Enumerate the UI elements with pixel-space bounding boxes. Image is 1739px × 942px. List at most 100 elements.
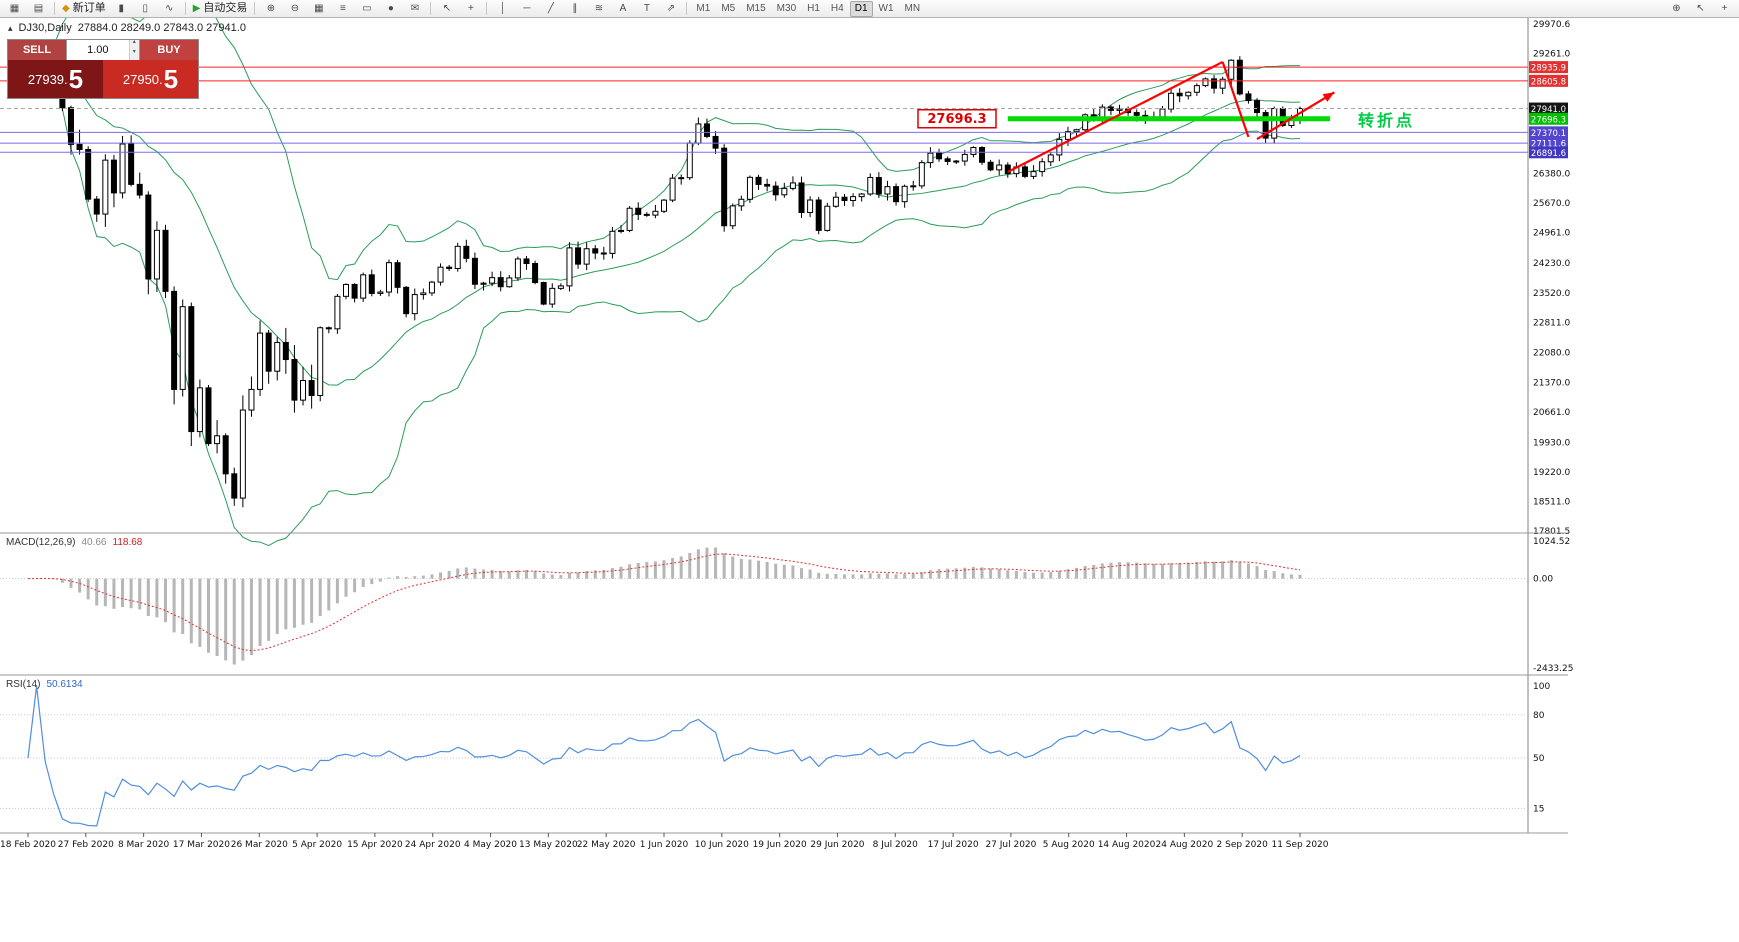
date-axis[interactable]: 18 Feb 2020 27 Feb 2020 8 Mar 2020 17 Mar 2… (0, 833, 1329, 850)
volume-increase-button[interactable]: ▴ (129, 39, 139, 50)
chart-profiles-icon: ▤ (33, 2, 44, 14)
volume-decrease-button[interactable]: ▾ (129, 49, 139, 60)
rsi-pane: 100 80 50 15 (0, 682, 1550, 827)
add-button[interactable]: + (1713, 0, 1736, 17)
zoom-in-button[interactable]: ⊕ (259, 0, 282, 17)
volume-spinner: ▴ ▾ (128, 39, 139, 60)
chart-candles-button[interactable]: ▯ (134, 0, 157, 17)
text-button[interactable]: A (611, 0, 634, 17)
chart-line-button[interactable]: ∿ (158, 0, 181, 17)
indicator-list-button[interactable]: ≡ (331, 0, 354, 17)
text-label-button[interactable]: T (635, 0, 658, 17)
svg-text:80: 80 (1533, 711, 1545, 721)
timeframe-w1-button[interactable]: W1 (878, 3, 894, 14)
timeframe-m1-button[interactable]: M1 (696, 3, 711, 14)
svg-text:50: 50 (1533, 754, 1545, 764)
crosshair-button[interactable]: + (459, 0, 482, 17)
horizontal-line-button[interactable]: ─ (515, 0, 538, 17)
timeframe-mn-button[interactable]: MN (904, 3, 921, 14)
svg-text:1 Jun 2020: 1 Jun 2020 (640, 840, 689, 850)
zoom-in-icon: ⊕ (266, 2, 276, 14)
toolbar-right: ⊕ ↖ + (1665, 0, 1736, 17)
buy-price-display[interactable]: 27950. 5 (103, 60, 198, 98)
macd-value: 40.66 (81, 537, 107, 548)
svg-text:24 Apr 2020: 24 Apr 2020 (405, 840, 461, 850)
svg-text:27 Feb 2020: 27 Feb 2020 (58, 840, 114, 850)
chart-profiles-button[interactable]: ▤ (27, 0, 50, 17)
volume-input[interactable] (67, 40, 129, 60)
timeframe-m15-button[interactable]: M15 (746, 3, 766, 14)
svg-text:5 Apr 2020: 5 Apr 2020 (292, 840, 342, 850)
svg-text:28605.8: 28605.8 (1531, 77, 1566, 87)
vertical-line-button[interactable]: │ (491, 0, 514, 17)
sell-price-main: 27939. (27, 71, 68, 87)
timeframe-d1-button[interactable]: D1 (849, 0, 873, 17)
svg-text:1024.52: 1024.52 (1533, 537, 1570, 547)
svg-text:26891.6: 26891.6 (1531, 149, 1566, 159)
quick-search-icon: ⊕ (1672, 2, 1681, 14)
symbol-period-label: DJ30,Daily (18, 22, 72, 34)
svg-text:2 Sep 2020: 2 Sep 2020 (1217, 840, 1269, 850)
zoom-out-button[interactable]: ⊖ (283, 0, 306, 17)
svg-text:25670.0: 25670.0 (1533, 199, 1570, 209)
new-order-icon: ◆ (62, 2, 70, 14)
svg-text:26 Mar 2020: 26 Mar 2020 (231, 840, 288, 850)
timeframe-m30-button[interactable]: M30 (776, 3, 797, 14)
support-price-label[interactable]: 27696.3 (917, 109, 997, 129)
buy-button[interactable]: BUY (140, 40, 198, 60)
sell-button[interactable]: SELL (8, 40, 66, 60)
strategy-tester-button[interactable]: ● (379, 0, 402, 17)
svg-text:22 May 2020: 22 May 2020 (577, 840, 636, 850)
auto-trading-icon: ▶ (192, 2, 201, 14)
svg-text:100: 100 (1533, 682, 1550, 692)
chart-candles-icon: ▯ (142, 2, 148, 14)
svg-text:29 Jun 2020: 29 Jun 2020 (810, 840, 864, 850)
svg-text:8 Mar 2020: 8 Mar 2020 (118, 840, 170, 850)
price-chart-canvas[interactable]: 27696.3 转折点 29970.6 29261.0 26380.0 25670.0 24… (0, 18, 1739, 942)
svg-text:28935.9: 28935.9 (1531, 64, 1566, 74)
svg-text:15: 15 (1533, 804, 1544, 814)
channel-button[interactable]: ∥ (563, 0, 586, 17)
channel-icon: ∥ (572, 2, 578, 14)
collapse-panel-icon[interactable]: ▴ (8, 22, 13, 33)
svg-text:20661.0: 20661.0 (1533, 408, 1570, 418)
svg-text:23520.0: 23520.0 (1533, 289, 1570, 299)
pointer-mode-button[interactable]: ↖ (1689, 0, 1712, 17)
one-click-trading-panel: SELL ▴ ▾ BUY 27939.5 27950.5 (8, 39, 198, 98)
new-order-button[interactable]: ◆ 新订单 (59, 0, 109, 17)
price-level-lines[interactable] (0, 66, 1528, 153)
svg-text:19 Jun 2020: 19 Jun 2020 (753, 840, 807, 850)
chart-window-button[interactable]: ▦ (3, 0, 26, 17)
timeframe-h4-button[interactable]: H4 (830, 3, 844, 14)
svg-text:29970.6: 29970.6 (1533, 20, 1570, 30)
crosshair-icon: + (467, 2, 474, 14)
chart-area[interactable]: 27696.3 转折点 29970.6 29261.0 26380.0 25670.0 24… (0, 18, 1739, 942)
fibonacci-button[interactable]: ≋ (587, 0, 610, 17)
new-email-button[interactable]: ✉ (403, 0, 426, 17)
volume-box: ▴ ▾ (66, 39, 140, 60)
rsi-header: RSI(14) 50.6134 (6, 679, 83, 690)
pane-separators[interactable] (0, 532, 1568, 834)
svg-text:27370.1: 27370.1 (1531, 129, 1566, 139)
toolbar-separator (686, 2, 688, 15)
trade-panel-top-row: SELL ▴ ▾ BUY (8, 39, 198, 60)
timeframe-m5-button[interactable]: M5 (721, 3, 736, 14)
trend-arrows[interactable] (1007, 60, 1335, 173)
add-icon: + (1721, 2, 1728, 14)
auto-trading-button[interactable]: ▶ 自动交易 (190, 0, 251, 17)
quick-search-button[interactable]: ⊕ (1665, 0, 1688, 17)
auto-trading-label: 自动交易 (203, 2, 248, 14)
chart-bars-button[interactable]: ▮ (110, 0, 133, 17)
tile-windows-button[interactable]: ▦ (307, 0, 330, 17)
cursor-button[interactable]: ↖ (435, 0, 458, 17)
strategy-tester-icon: ● (387, 2, 394, 14)
svg-text:17 Jul 2020: 17 Jul 2020 (928, 840, 979, 850)
trendline-button[interactable]: ╱ (539, 0, 562, 17)
arrow-tools-button[interactable]: ⇗ (659, 0, 682, 17)
terminal-button[interactable]: ▭ (355, 0, 378, 17)
timeframe-h1-button[interactable]: H1 (807, 3, 820, 14)
ohlc-values: 27884.0 28249.0 27843.0 27941.0 (77, 22, 246, 34)
toolbar-separator (430, 2, 432, 15)
svg-text:27696.3: 27696.3 (927, 112, 986, 127)
sell-price-display[interactable]: 27939. 5 (8, 60, 103, 98)
